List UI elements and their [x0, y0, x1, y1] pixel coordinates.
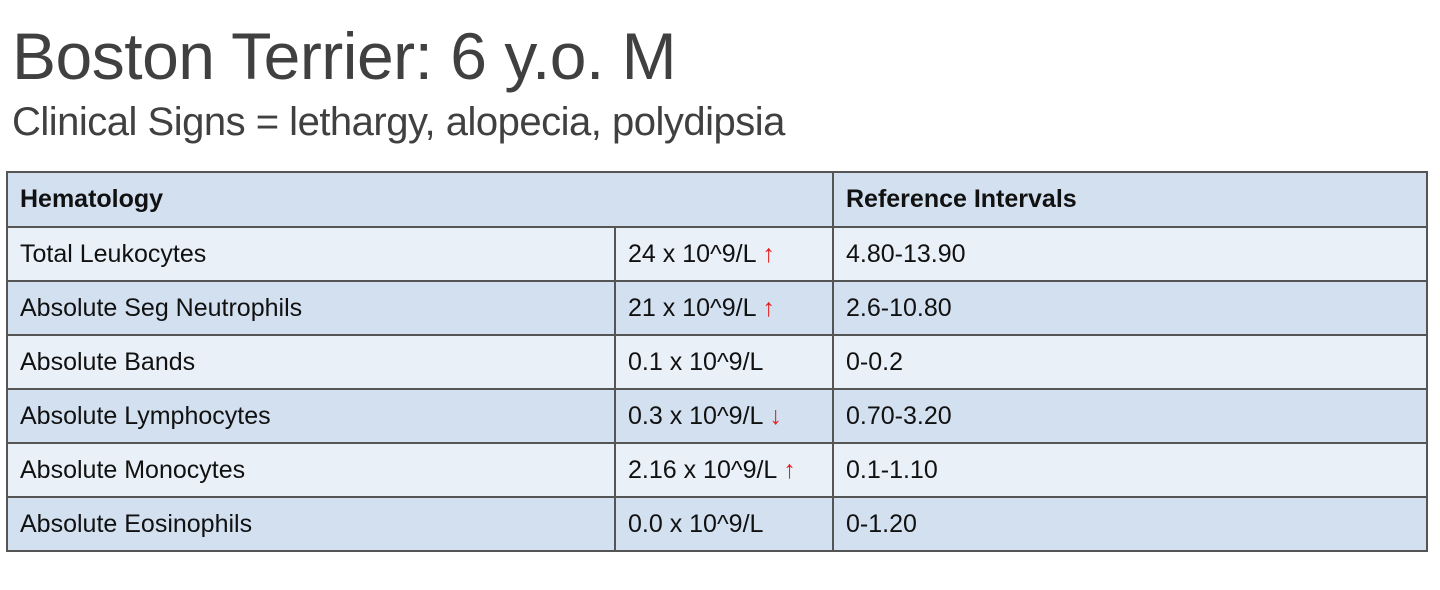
reference-interval: 4.80-13.90 [832, 226, 1428, 282]
reference-interval: 0.70-3.20 [832, 388, 1428, 444]
table-row: Absolute Seg Neutrophils 21 x 10^9/L ↑ 2.6-… [6, 280, 1428, 336]
test-name: Absolute Eosinophils [6, 496, 616, 552]
arrow-up-icon: ↑ [783, 455, 796, 484]
value-text: 2.16 x 10^9/L [628, 455, 778, 484]
reference-interval: 2.6-10.80 [832, 280, 1428, 336]
test-value: 0.3 x 10^9/L ↓ [614, 388, 834, 444]
table-row: Total Leukocytes 24 x 10^9/L ↑ 4.80-13.90 [6, 226, 1428, 282]
value-text: 0.3 x 10^9/L [628, 401, 764, 430]
test-name: Absolute Lymphocytes [6, 388, 616, 444]
header-reference-intervals: Reference Intervals [832, 171, 1428, 228]
slide-subtitle: Clinical Signs = lethargy, alopecia, pol… [12, 100, 785, 144]
test-value: 0.1 x 10^9/L [614, 334, 834, 390]
reference-interval: 0-0.2 [832, 334, 1428, 390]
slide-title: Boston Terrier: 6 y.o. M [12, 19, 677, 93]
reference-interval: 0-1.20 [832, 496, 1428, 552]
test-value: 0.0 x 10^9/L [614, 496, 834, 552]
test-name: Absolute Monocytes [6, 442, 616, 498]
arrow-up-icon: ↑ [762, 293, 776, 322]
table-row: Absolute Lymphocytes 0.3 x 10^9/L ↓ 0.70-3.… [6, 388, 1428, 444]
arrow-up-icon: ↑ [762, 239, 776, 268]
test-name: Absolute Seg Neutrophils [6, 280, 616, 336]
value-text: 0.0 x 10^9/L [628, 509, 764, 538]
table-row: Absolute Eosinophils 0.0 x 10^9/L 0-1.20 [6, 496, 1428, 552]
test-value: 24 x 10^9/L ↑ [614, 226, 834, 282]
arrow-down-icon: ↓ [769, 401, 782, 430]
table-row: Absolute Bands 0.1 x 10^9/L 0-0.2 [6, 334, 1428, 390]
value-text: 24 x 10^9/L [628, 239, 757, 268]
value-text: 21 x 10^9/L [628, 293, 757, 322]
hematology-table: Hematology Reference Intervals Total Leu… [6, 171, 1428, 552]
test-value: 21 x 10^9/L ↑ [614, 280, 834, 336]
reference-interval: 0.1-1.10 [832, 442, 1428, 498]
test-name: Absolute Bands [6, 334, 616, 390]
header-hematology: Hematology [6, 171, 834, 228]
table-row: Absolute Monocytes 2.16 x 10^9/L ↑ 0.1-1.10 [6, 442, 1428, 498]
test-name: Total Leukocytes [6, 226, 616, 282]
value-text: 0.1 x 10^9/L [628, 347, 764, 376]
table-header-row: Hematology Reference Intervals [6, 171, 1428, 228]
test-value: 2.16 x 10^9/L ↑ [614, 442, 834, 498]
